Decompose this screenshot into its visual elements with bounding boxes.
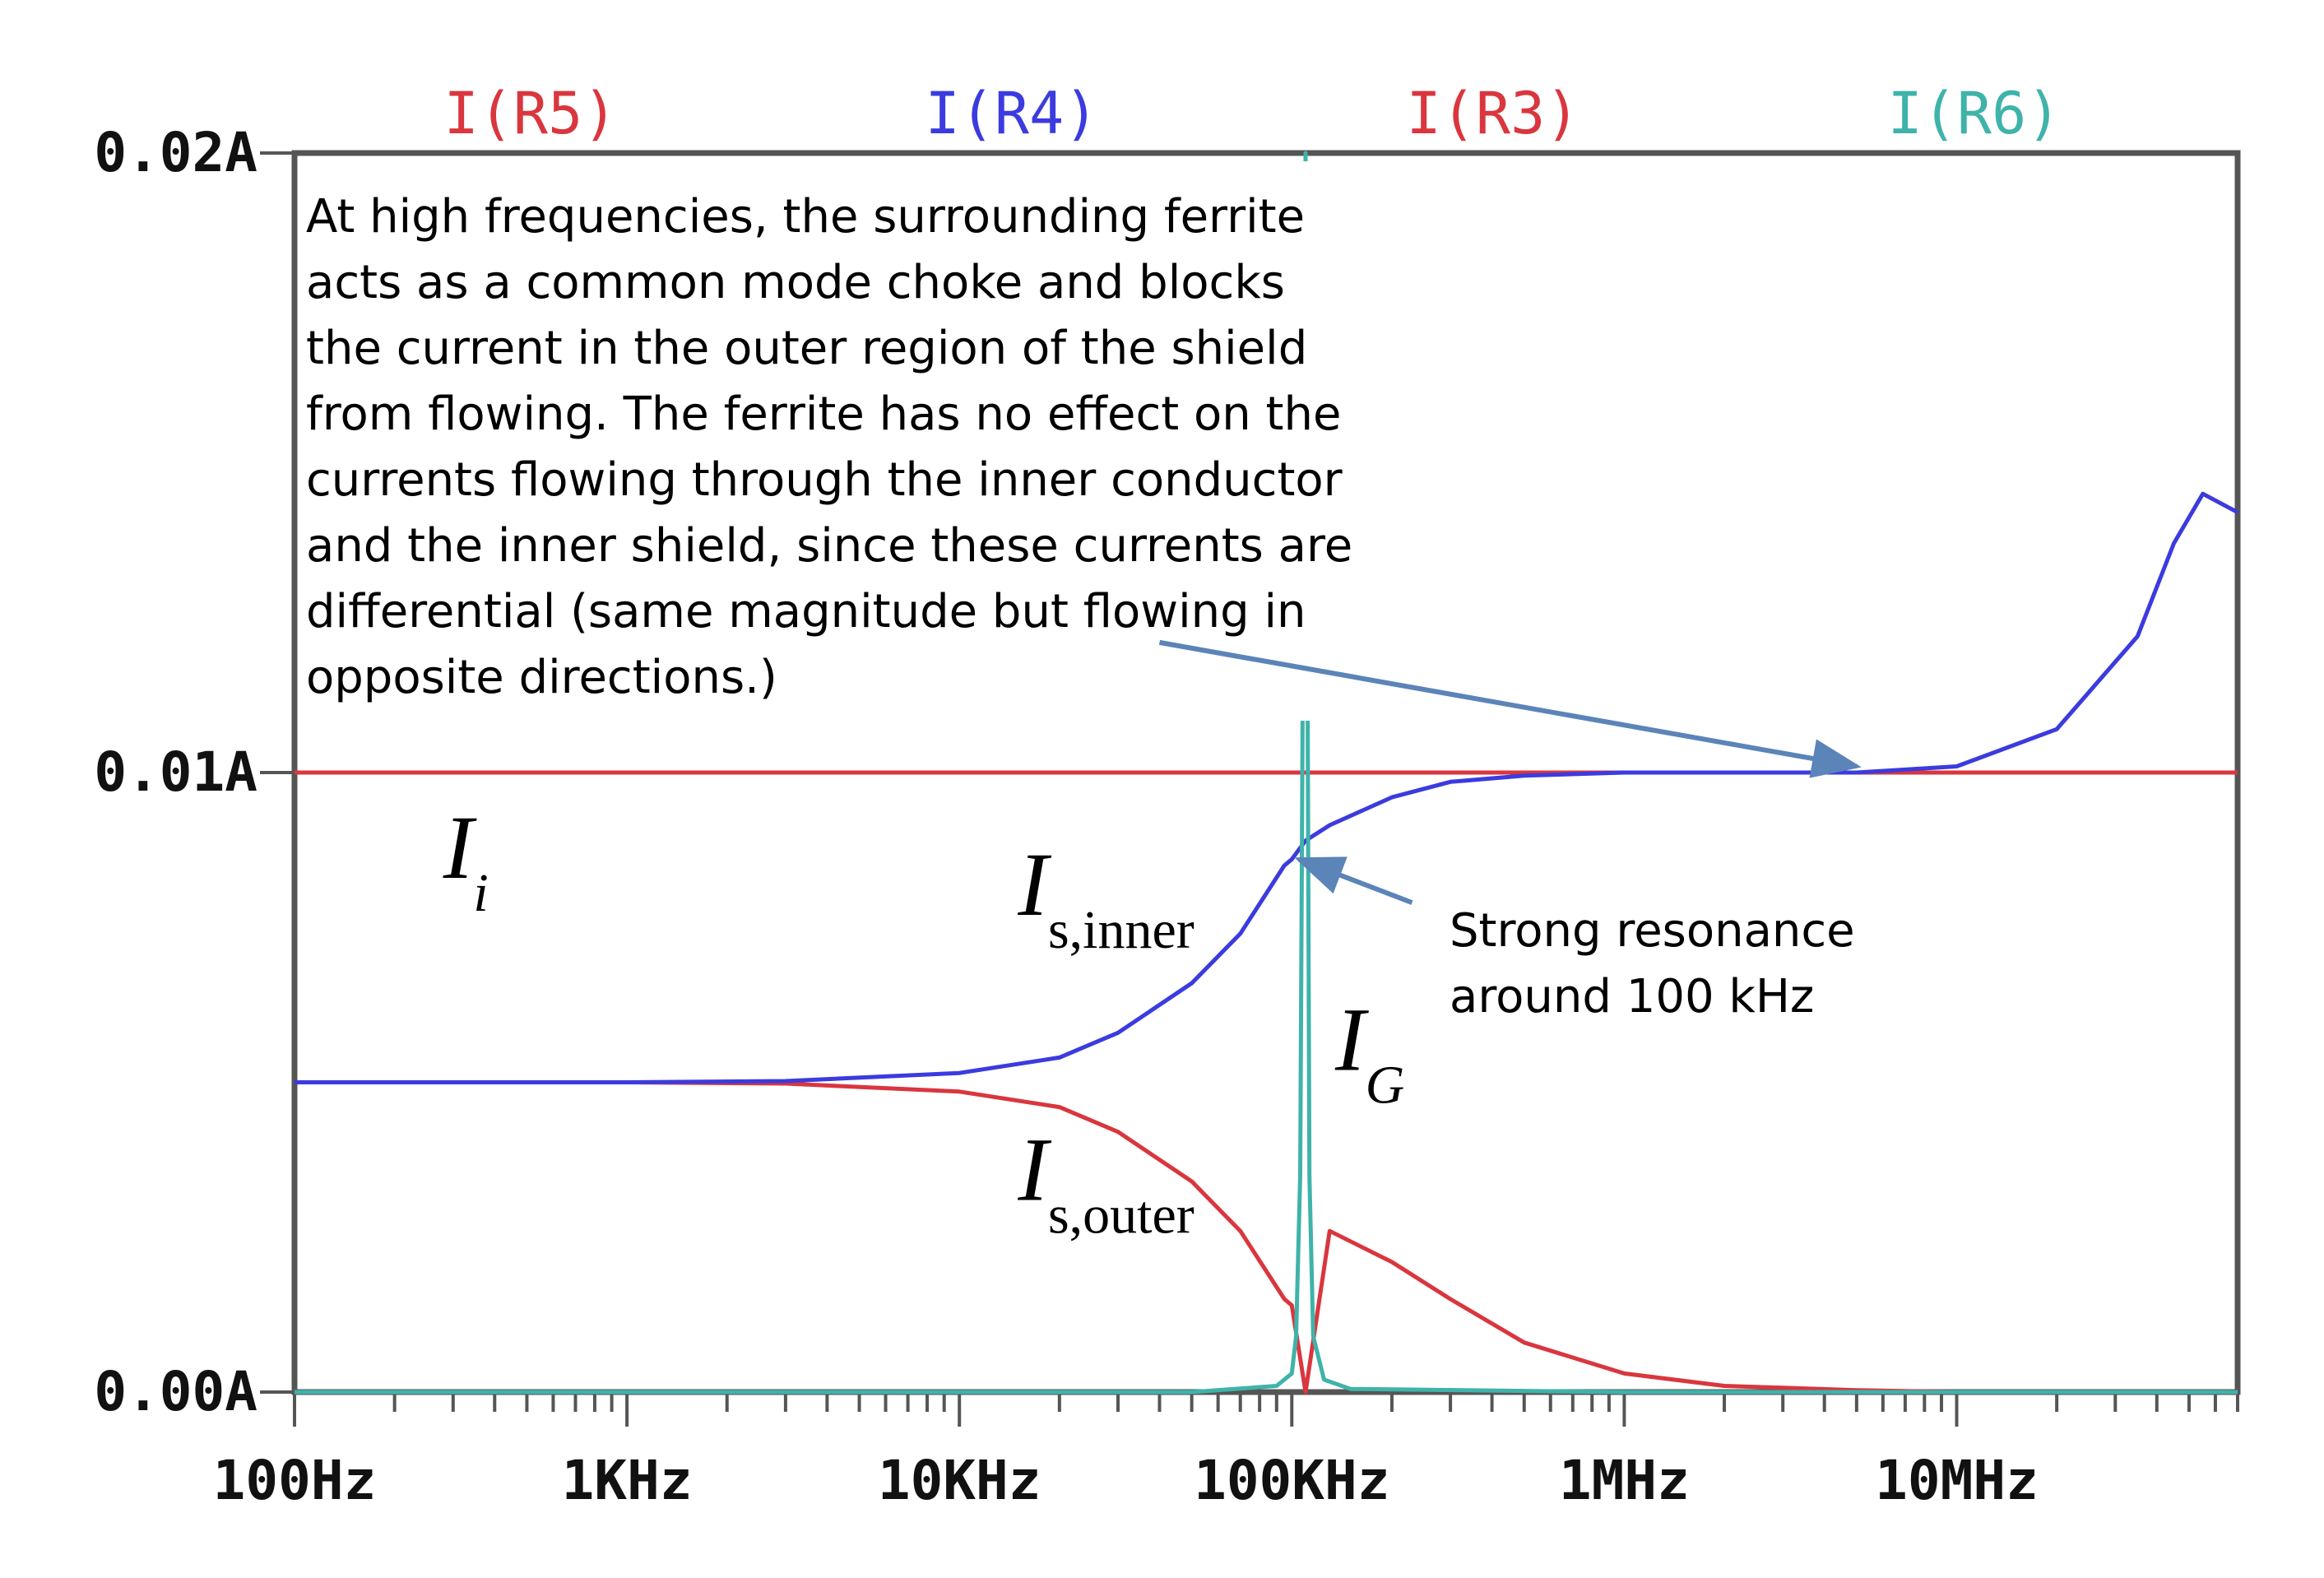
legend-entry-ir5: I(R5) bbox=[444, 80, 618, 147]
legend-entry-ir4: I(R4) bbox=[925, 80, 1099, 147]
curve-label-i: Ii bbox=[443, 797, 489, 923]
series-line-ir6 bbox=[295, 151, 2238, 1395]
y-tick-label: 0.02A bbox=[94, 121, 257, 184]
curve-label-g: IG bbox=[1334, 989, 1404, 1115]
x-tick-label: 1KHz bbox=[562, 1449, 693, 1512]
x-tick-label: 10KHz bbox=[878, 1449, 1041, 1512]
legend-entry-ir6: I(R6) bbox=[1888, 80, 2062, 147]
x-tick-label: 100Hz bbox=[213, 1449, 377, 1512]
curve-label-souter: Is,outer bbox=[1017, 1120, 1194, 1246]
x-tick-label: 100KHz bbox=[1194, 1449, 1389, 1512]
series-line-ir4 bbox=[295, 491, 2239, 1084]
legend-entry-ir3: I(R3) bbox=[1407, 80, 1580, 147]
x-tick-label: 1MHz bbox=[1559, 1449, 1690, 1512]
annotation-line: opposite directions.) bbox=[306, 651, 777, 704]
y-tick-label: 0.00A bbox=[94, 1360, 257, 1423]
x-tick-label: 10MHz bbox=[1875, 1449, 2039, 1512]
y-tick-label: 0.01A bbox=[94, 740, 257, 804]
series-line-ir3 bbox=[295, 1080, 2238, 1395]
annotation-box bbox=[301, 161, 1329, 721]
annotation-line: the current in the outer region of the s… bbox=[306, 322, 1307, 375]
annotation-line: currents flowing through the inner condu… bbox=[306, 453, 1343, 507]
resonance-arrow bbox=[1294, 856, 1413, 905]
annotation-arrow bbox=[1158, 639, 1862, 778]
resonance-note-line: around 100 kHz bbox=[1450, 970, 1814, 1023]
annotation-line: differential (same magnitude but flowing… bbox=[306, 585, 1306, 638]
annotation-line: acts as a common mode choke and blocks bbox=[306, 256, 1285, 309]
annotation-line: and the inner shield, since these curren… bbox=[306, 519, 1352, 573]
annotation-line: from flowing. The ferrite has no effect … bbox=[306, 388, 1341, 441]
curve-label-sinner: Is,inner bbox=[1017, 834, 1194, 960]
annotation-line: At high frequencies, the surrounding fer… bbox=[306, 190, 1305, 244]
resonance-note-line: Strong resonance bbox=[1450, 904, 1855, 958]
